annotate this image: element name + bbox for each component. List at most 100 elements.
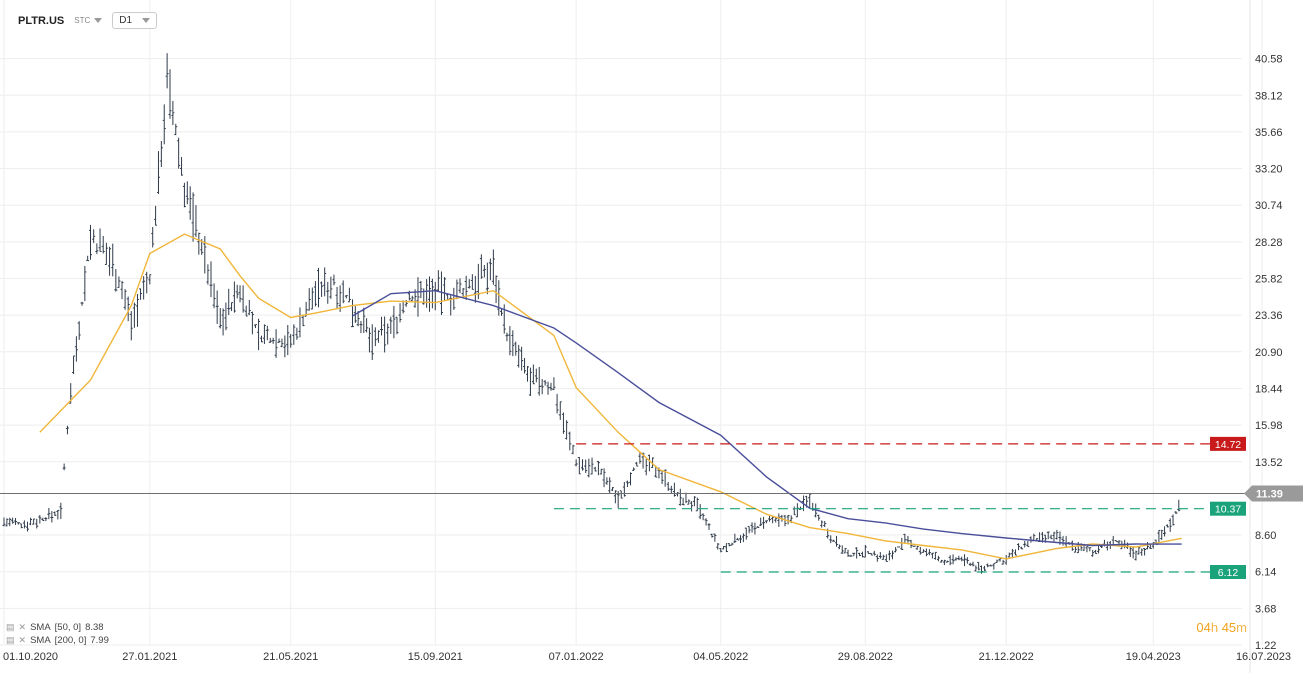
price-bar — [520, 347, 523, 371]
timeframe-label: D1 — [119, 15, 132, 26]
price-bar — [26, 522, 29, 532]
price-bar — [623, 482, 626, 497]
legend-params: [50, 0] — [55, 622, 81, 633]
timeframe-selector[interactable]: D1 — [112, 12, 157, 29]
price-bar — [260, 336, 263, 342]
price-bar — [943, 560, 946, 565]
price-bar — [399, 303, 402, 322]
y-tick-label: 38.12 — [1255, 90, 1283, 102]
price-bar — [189, 186, 192, 220]
price-bar — [578, 457, 581, 474]
x-tick-label: 21.12.2022 — [979, 651, 1034, 663]
price-bar — [359, 321, 362, 333]
price-bar — [565, 420, 568, 439]
price-bar — [95, 243, 98, 254]
price-bar — [544, 380, 547, 385]
legend-label: SMA — [30, 635, 51, 646]
price-bar — [632, 467, 635, 470]
x-tick-label: 29.08.2022 — [838, 651, 893, 663]
price-bar — [710, 534, 713, 538]
price-bar — [707, 523, 710, 530]
price-bar — [386, 324, 389, 345]
y-tick-label: 20.90 — [1255, 347, 1283, 359]
price-bar — [728, 543, 731, 546]
price-bar — [257, 319, 260, 350]
price-bar — [492, 250, 495, 285]
y-tick-label: 13.52 — [1255, 457, 1283, 469]
price-bar — [1026, 541, 1029, 547]
price-bar — [425, 279, 428, 308]
price-bar — [972, 562, 975, 567]
price-bar — [278, 339, 281, 343]
price-bar — [748, 526, 751, 533]
price-bar — [437, 270, 440, 292]
price-bar — [50, 511, 53, 522]
price-bar — [92, 229, 95, 243]
price-bar — [1174, 511, 1177, 514]
price-bar — [992, 563, 995, 569]
price-bar — [233, 281, 236, 312]
price-bar — [774, 518, 777, 523]
price-bar — [532, 365, 535, 385]
x-tick-label: 15.09.2021 — [408, 651, 463, 663]
price-bar — [861, 552, 864, 558]
price-bar — [29, 518, 32, 525]
price-bar — [302, 315, 305, 327]
price-bar — [787, 515, 790, 524]
price-bar — [673, 483, 676, 497]
price-bar — [3, 517, 6, 526]
price-bar — [169, 69, 172, 118]
instrument-type-selector[interactable]: STC — [74, 16, 102, 25]
legend-sma-50: ▤ ✕ SMA [50, 0] 8.38 — [6, 622, 104, 633]
price-bar — [986, 564, 989, 568]
price-bar — [254, 325, 257, 328]
price-bar — [756, 526, 759, 528]
price-bar — [1140, 548, 1143, 555]
symbol-label[interactable]: PLTR.US — [18, 15, 64, 27]
list-icon[interactable]: ▤ — [6, 622, 15, 633]
price-bar — [873, 551, 876, 556]
price-bar — [900, 538, 903, 550]
price-bar — [629, 472, 632, 485]
price-bar — [682, 498, 685, 505]
price-bar — [163, 104, 166, 144]
price-bar — [1129, 546, 1132, 557]
price-bar — [954, 557, 957, 560]
level-label: 14.72 — [1215, 439, 1241, 451]
price-bar — [937, 556, 940, 562]
price-bar — [99, 228, 102, 251]
price-bar — [963, 554, 966, 566]
price-bar — [608, 477, 611, 493]
price-bar — [142, 276, 145, 299]
price-bar — [731, 543, 734, 546]
y-tick-label: 18.44 — [1255, 383, 1283, 395]
price-bar — [928, 549, 931, 555]
price-bar — [124, 289, 127, 310]
price-bar — [844, 548, 847, 553]
close-icon[interactable]: ✕ — [19, 635, 27, 646]
price-bar — [157, 151, 160, 194]
chevron-down-icon — [94, 18, 102, 23]
price-bar — [275, 329, 278, 358]
price-bar — [1157, 530, 1160, 542]
price-bar — [1166, 524, 1169, 527]
price-bar — [186, 181, 189, 204]
price-bar — [523, 358, 526, 373]
price-bar — [832, 540, 835, 541]
price-bar — [272, 338, 275, 344]
price-bar — [317, 268, 320, 308]
price-bar — [47, 508, 50, 519]
price-bar — [395, 317, 398, 334]
price-bar — [771, 517, 774, 524]
y-tick-label: 35.66 — [1255, 127, 1283, 139]
price-bar — [1020, 547, 1023, 549]
close-icon[interactable]: ✕ — [19, 622, 27, 633]
price-bar — [925, 549, 928, 557]
price-bar — [699, 504, 702, 519]
price-bar — [549, 383, 552, 391]
price-bar — [661, 470, 664, 484]
list-icon[interactable]: ▤ — [6, 635, 15, 646]
price-bar — [1132, 547, 1135, 559]
